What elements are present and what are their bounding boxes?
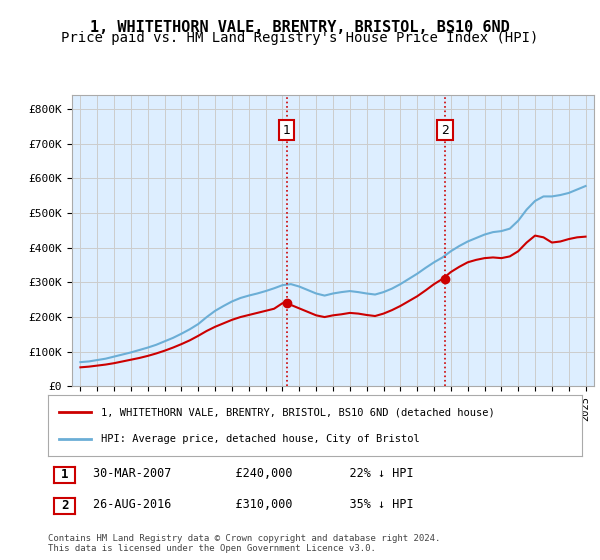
Text: 1: 1	[283, 124, 290, 137]
Text: Price paid vs. HM Land Registry's House Price Index (HPI): Price paid vs. HM Land Registry's House …	[61, 31, 539, 45]
Text: 2: 2	[441, 124, 449, 137]
Text: HPI: Average price, detached house, City of Bristol: HPI: Average price, detached house, City…	[101, 434, 420, 444]
Text: 1: 1	[61, 468, 68, 482]
Text: 2: 2	[61, 499, 68, 512]
Text: Contains HM Land Registry data © Crown copyright and database right 2024.
This d: Contains HM Land Registry data © Crown c…	[48, 534, 440, 553]
Text: 1, WHITETHORN VALE, BRENTRY, BRISTOL, BS10 6ND (detached house): 1, WHITETHORN VALE, BRENTRY, BRISTOL, BS…	[101, 407, 495, 417]
Text: 26-AUG-2016         £310,000        35% ↓ HPI: 26-AUG-2016 £310,000 35% ↓ HPI	[93, 498, 413, 511]
Text: 1, WHITETHORN VALE, BRENTRY, BRISTOL, BS10 6ND: 1, WHITETHORN VALE, BRENTRY, BRISTOL, BS…	[90, 20, 510, 35]
Text: 30-MAR-2007         £240,000        22% ↓ HPI: 30-MAR-2007 £240,000 22% ↓ HPI	[93, 467, 413, 480]
